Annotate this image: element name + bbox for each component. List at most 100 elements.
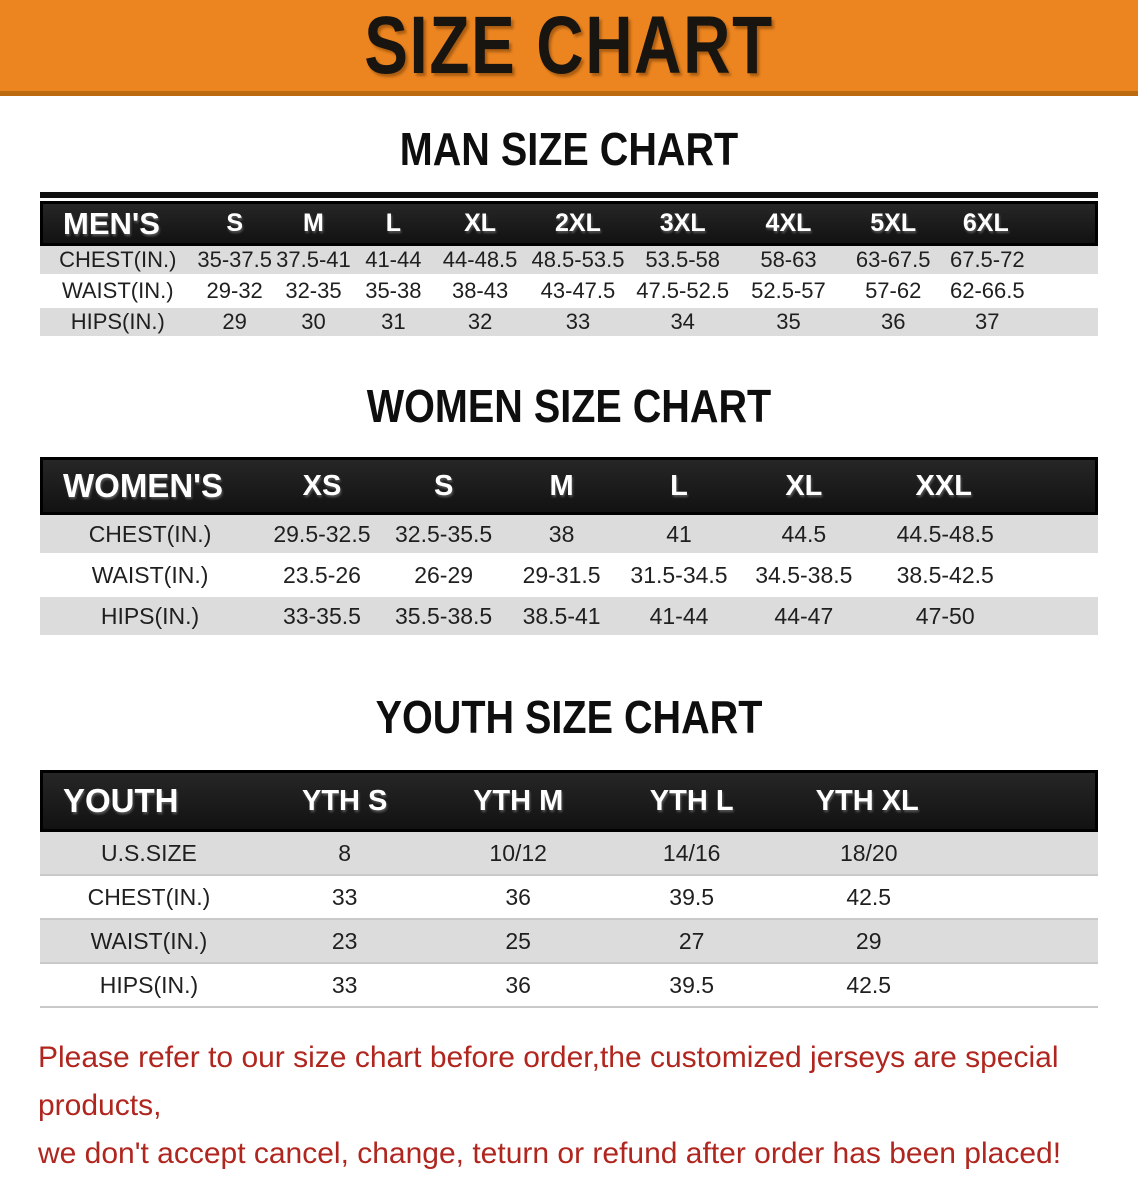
youth-column-header: YTH S (257, 770, 432, 832)
size-value: 37.5-41 (273, 246, 354, 277)
size-value: 33 (257, 876, 432, 920)
size-value: 8 (257, 832, 432, 876)
size-value: 18/20 (778, 832, 1098, 876)
men-column-header: 5XL (840, 201, 946, 246)
size-value: 14/16 (604, 832, 779, 876)
size-value: 52.5-57 (736, 277, 841, 308)
row-label: WAIST(IN.) (40, 920, 258, 964)
size-value: 44-48.5 (433, 246, 527, 277)
size-value: 62-66.5 (945, 277, 1098, 308)
size-value: 48.5-53.5 (526, 246, 630, 277)
women-size-table: WOMEN'S XS S M L XL XXL CHEST(IN.) 29.5-32.5 32.5… (40, 457, 1098, 638)
women-table-row: WAIST(IN.) 23.5-26 26-29 29-31.5 31.5-34.5 34… (40, 556, 1098, 597)
women-column-header: XL (738, 457, 870, 515)
size-value: 42.5 (778, 876, 1098, 920)
men-column-header: S (195, 201, 274, 246)
size-value: 38.5-42.5 (869, 556, 1098, 597)
disclaimer-line-2: we don't accept cancel, change, teturn o… (38, 1137, 1062, 1170)
size-value: 30 (273, 308, 354, 339)
size-value: 23.5-26 (260, 556, 384, 597)
men-column-header: L (353, 201, 434, 246)
size-value: 53.5-58 (629, 246, 737, 277)
size-value: 38 (503, 515, 620, 556)
men-table-row: CHEST(IN.) 35-37.5 37.5-41 41-44 44-48.5 48.5… (40, 246, 1098, 277)
size-value: 47.5-52.5 (629, 277, 737, 308)
size-value: 38-43 (433, 277, 527, 308)
size-value: 43-47.5 (526, 277, 630, 308)
row-label: U.S.SIZE (40, 832, 258, 876)
men-table-label: MEN'S (40, 201, 196, 246)
youth-table-row: U.S.SIZE 8 10/12 14/16 18/20 (40, 832, 1098, 876)
size-value: 39.5 (604, 876, 779, 920)
size-value: 42.5 (778, 964, 1098, 1008)
row-label: CHEST(IN.) (40, 876, 258, 920)
size-value: 37 (945, 308, 1098, 339)
size-value: 34.5-38.5 (738, 556, 870, 597)
row-label: WAIST(IN.) (40, 277, 196, 308)
youth-size-table: YOUTH YTH S YTH M YTH L YTH XL U.S.SIZE 8 10/12… (40, 770, 1098, 1008)
size-value: 33 (526, 308, 630, 339)
men-column-header: 2XL (526, 201, 630, 246)
size-value: 36 (431, 876, 605, 920)
size-value: 33-35.5 (260, 597, 384, 638)
men-table-row: WAIST(IN.) 29-32 32-35 35-38 38-43 43-47.5 47.… (40, 277, 1098, 308)
men-column-header: 6XL (945, 201, 1098, 246)
size-value: 26-29 (383, 556, 504, 597)
size-value: 32.5-35.5 (383, 515, 504, 556)
size-value: 41 (619, 515, 739, 556)
row-label: WAIST(IN.) (40, 556, 261, 597)
women-table-row: HIPS(IN.) 33-35.5 35.5-38.5 38.5-41 41-44 44-… (40, 597, 1098, 638)
size-value: 58-63 (736, 246, 841, 277)
size-value: 67.5-72 (945, 246, 1098, 277)
men-table: MEN'S S M L XL 2XL 3XL 4XL 5XL 6XL CHEST(IN.) 35-37… (40, 201, 1098, 339)
disclaimer: Please refer to our size chart before or… (0, 1008, 1138, 1178)
size-value: 41-44 (353, 246, 434, 277)
men-column-header: XL (433, 201, 527, 246)
size-value: 44.5 (738, 515, 870, 556)
youth-table-row: CHEST(IN.) 33 36 39.5 42.5 (40, 876, 1098, 920)
size-value: 57-62 (840, 277, 946, 308)
banner-title: SIZE CHART (364, 0, 774, 91)
youth-size-chart-title: YOUTH SIZE CHART (375, 691, 763, 743)
size-value: 33 (257, 964, 432, 1008)
size-value: 34 (629, 308, 737, 339)
women-column-header: L (619, 457, 739, 515)
men-size-table: MEN'S S M L XL 2XL 3XL 4XL 5XL 6XL CHEST(IN.) 35-37… (40, 192, 1098, 339)
youth-column-header: YTH M (431, 770, 605, 832)
youth-table-label: YOUTH (40, 770, 258, 832)
size-chart-banner: SIZE CHART (0, 0, 1138, 96)
men-column-header: M (273, 201, 354, 246)
men-column-header: 3XL (629, 201, 737, 246)
size-value: 31 (353, 308, 434, 339)
row-label: HIPS(IN.) (40, 597, 261, 638)
size-value: 29 (778, 920, 1098, 964)
size-value: 32-35 (273, 277, 354, 308)
size-value: 35.5-38.5 (383, 597, 504, 638)
women-table-row: CHEST(IN.) 29.5-32.5 32.5-35.5 38 41 44.5 44.5… (40, 515, 1098, 556)
size-value: 29-31.5 (503, 556, 620, 597)
women-column-header: XXL (869, 457, 1098, 515)
size-value: 29.5-32.5 (260, 515, 384, 556)
size-value: 44-47 (738, 597, 870, 638)
man-size-chart-title: MAN SIZE CHART (399, 123, 739, 175)
size-value: 35-37.5 (195, 246, 274, 277)
size-value: 29 (195, 308, 274, 339)
size-value: 39.5 (604, 964, 779, 1008)
women-column-header: M (503, 457, 620, 515)
youth-column-header: YTH L (604, 770, 779, 832)
size-value: 35 (736, 308, 841, 339)
size-value: 27 (604, 920, 779, 964)
size-value: 38.5-41 (503, 597, 620, 638)
youth-table-row: WAIST(IN.) 23 25 27 29 (40, 920, 1098, 964)
men-table-row: HIPS(IN.) 29 30 31 32 33 34 35 36 37 (40, 308, 1098, 339)
disclaimer-line-1: Please refer to our size chart before or… (38, 1041, 1059, 1122)
size-value: 63-67.5 (840, 246, 946, 277)
size-value: 36 (431, 964, 605, 1008)
women-size-chart-title: WOMEN SIZE CHART (366, 380, 772, 432)
size-value: 31.5-34.5 (619, 556, 739, 597)
row-label: CHEST(IN.) (40, 246, 196, 277)
size-value: 35-38 (353, 277, 434, 308)
women-column-header: S (383, 457, 504, 515)
size-value: 32 (433, 308, 527, 339)
size-value: 29-32 (195, 277, 274, 308)
